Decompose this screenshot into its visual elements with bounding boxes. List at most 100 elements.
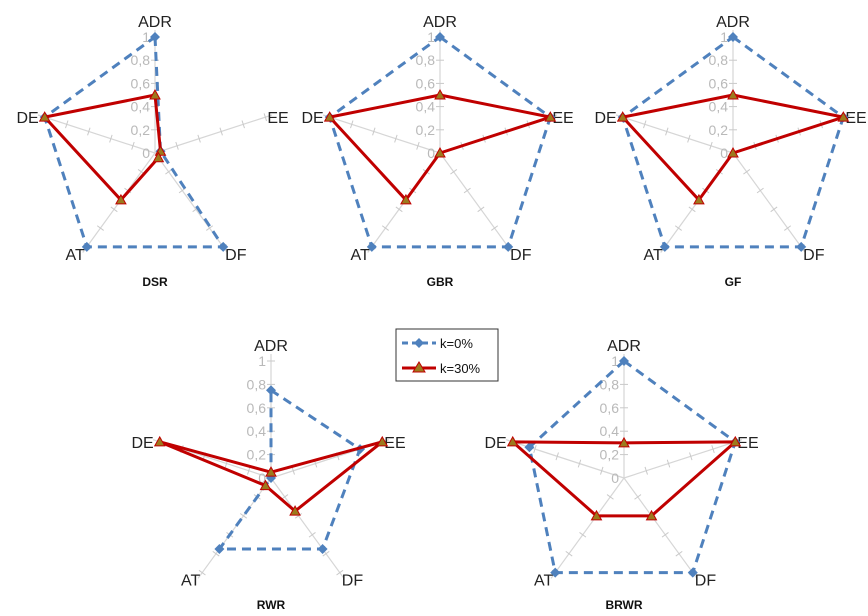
tick-mark — [661, 532, 669, 538]
axis-label-ee: EE — [384, 435, 405, 452]
tick-mark — [689, 452, 693, 461]
data-point-k0-at — [366, 241, 377, 252]
tick-label: 0 — [142, 145, 150, 161]
data-point-k0-at — [214, 543, 225, 554]
tick-mark — [674, 225, 682, 231]
chart-title-dsr: DSR — [142, 275, 168, 289]
tick-mark — [178, 187, 186, 194]
data-point-k0-df — [687, 567, 698, 578]
tick-mark — [87, 127, 91, 136]
tick-mark — [212, 550, 220, 557]
tick-label: 0,2 — [416, 122, 436, 138]
tick-label: 1 — [142, 29, 150, 45]
data-point-k0-adr — [728, 32, 738, 42]
legend-k30-label: k=30% — [440, 361, 481, 376]
tick-mark — [711, 445, 715, 454]
tick-mark — [175, 141, 179, 150]
axis-spoke-df — [439, 152, 513, 253]
tick-mark — [308, 532, 316, 538]
data-point-k30-ee — [544, 111, 557, 122]
axis-label-df: DF — [225, 247, 247, 264]
tick-mark — [109, 134, 113, 143]
data-point-k0-at — [659, 241, 670, 252]
legend-item-k30: k=30% — [402, 361, 481, 376]
axis-label-df: DF — [342, 573, 364, 590]
tick-mark — [198, 569, 206, 576]
series-line-k30 — [43, 93, 163, 202]
data-point-k30-adr — [434, 88, 446, 100]
legend-item-k0: k=0% — [402, 336, 473, 351]
axis-label-ee: EE — [552, 110, 573, 127]
tick-label: 0,4 — [709, 99, 729, 115]
series-line-k30 — [328, 93, 552, 202]
tick-mark — [381, 225, 389, 231]
tick-mark — [665, 127, 669, 136]
data-point-k30-df — [152, 151, 165, 163]
axis-label-at: AT — [644, 247, 663, 264]
data-point-k0-adr — [619, 356, 629, 366]
tick-mark — [743, 169, 751, 175]
axis-spoke-df — [623, 477, 698, 579]
data-point-k0-df — [218, 241, 229, 252]
axis-label-df: DF — [803, 247, 825, 264]
series-line-k0 — [621, 35, 845, 249]
axis-label-at: AT — [181, 573, 200, 590]
axis-label-ee: EE — [845, 110, 866, 127]
tick-mark — [206, 225, 214, 231]
tick-mark — [675, 550, 683, 557]
axis-label-de: DE — [484, 435, 506, 452]
axis-spoke-ee — [623, 439, 743, 479]
legend-k30-marker — [412, 361, 426, 373]
tick-mark — [395, 206, 403, 213]
tick-mark — [463, 187, 471, 194]
tick-label: 0,8 — [600, 376, 620, 392]
tick-label: 0 — [611, 470, 619, 486]
data-point-k30-df — [727, 146, 739, 158]
data-point-k30-at — [693, 193, 705, 205]
tick-label: 0,4 — [131, 99, 151, 115]
legend-k0-label: k=0% — [440, 336, 473, 351]
tick-mark — [579, 532, 587, 538]
chart-title-gbr: GBR — [427, 275, 454, 289]
tick-mark — [756, 187, 764, 194]
data-point-k30-de — [506, 435, 519, 447]
tick-mark — [770, 206, 778, 213]
axis-spoke-df — [732, 152, 806, 253]
data-point-k30-adr — [265, 466, 277, 477]
data-point-k0-df — [317, 543, 328, 554]
tick-mark — [634, 494, 642, 500]
data-point-k30-de — [153, 435, 166, 447]
tick-mark — [606, 494, 614, 500]
tick-mark — [577, 459, 582, 468]
data-point-k30-at — [590, 509, 603, 521]
chart-title-gf: GF — [725, 275, 742, 289]
tick-mark — [291, 466, 295, 475]
tick-label: 1 — [258, 353, 266, 369]
tick-mark — [687, 134, 691, 143]
axis-label-adr: ADR — [423, 14, 457, 31]
axis-label-adr: ADR — [138, 14, 172, 31]
tick-label: 0,2 — [600, 447, 620, 463]
chart-title-rwr: RWR — [257, 598, 286, 612]
tick-mark — [336, 569, 344, 576]
data-point-k0-de — [524, 442, 535, 453]
data-point-k0-df — [503, 241, 514, 252]
axis-label-at: AT — [66, 247, 85, 264]
series-line-k30 — [511, 440, 737, 518]
tick-mark — [322, 550, 330, 557]
tick-label: 1 — [611, 353, 619, 369]
axis-spoke-df — [270, 477, 345, 579]
series-line-k30 — [158, 440, 384, 513]
tick-label: 0 — [720, 145, 728, 161]
series-line-k30 — [621, 93, 845, 202]
axis-label-ee: EE — [737, 435, 758, 452]
tick-label: 0,6 — [600, 400, 620, 416]
axis-label-adr: ADR — [716, 14, 750, 31]
tick-mark — [450, 169, 458, 175]
tick-mark — [416, 141, 420, 150]
tick-label: 1 — [720, 29, 728, 45]
